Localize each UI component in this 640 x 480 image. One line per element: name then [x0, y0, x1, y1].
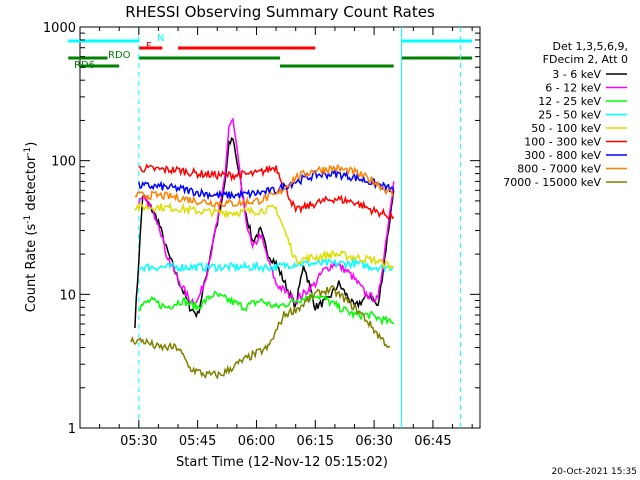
x-tick-label: 06:00 [238, 434, 275, 449]
series-line [138, 117, 395, 306]
chart-title: RHESSI Observing Summary Count Rates [125, 3, 435, 21]
series-group [130, 117, 395, 380]
legend-entry-label: 3 - 6 keV [552, 68, 601, 81]
y-tick-label: 1000 [43, 21, 76, 36]
x-tick-label: 06:45 [414, 434, 451, 449]
flag-bar-label: RDO [108, 50, 131, 61]
legend-entry-label: 6 - 12 keV [545, 82, 601, 95]
series-line [138, 290, 395, 327]
legend-header: Det 1,3,5,6,9, [552, 40, 628, 53]
legend-entry-label: 800 - 7000 keV [517, 163, 601, 176]
flag-bar-label: F [146, 41, 152, 52]
legend-entry-label: 7000 - 15000 keV [503, 176, 601, 189]
y-tick-label: 100 [51, 155, 76, 170]
legend-entry-label: 50 - 100 keV [531, 122, 601, 135]
y-axis-label-sup: -1 [23, 147, 33, 156]
x-tick-label: 06:15 [297, 434, 334, 449]
series-line [130, 284, 391, 380]
plot-frame [79, 26, 481, 429]
legend-entry-label: 100 - 300 keV [524, 136, 601, 149]
y-axis-label-mid: detector [24, 155, 39, 215]
legend-entry-label: 300 - 800 keV [524, 149, 601, 162]
y-axis-label: Count Rate (s-1 detector-1) [23, 142, 39, 313]
legend-header: FDecim 2, Att 0 [543, 53, 628, 66]
legend-entry-label: 12 - 25 keV [538, 95, 601, 108]
x-tick-label: 05:30 [120, 434, 157, 449]
x-tick-label: 06:30 [355, 434, 392, 449]
y-tick-label: 10 [59, 288, 76, 303]
footer-date: 20-Oct-2021 15:35 [552, 467, 637, 477]
series-line [138, 163, 395, 220]
series-line [134, 164, 394, 209]
y-axis-label-main: Count Rate (s [24, 224, 39, 313]
y-axis-label-sup: -1 [23, 215, 33, 224]
series-line [134, 136, 395, 329]
legend: Det 1,3,5,6,9,FDecim 2, Att 0 3 - 6 keV6 … [503, 40, 628, 189]
series-line [134, 201, 394, 271]
x-tick-label: 05:45 [179, 434, 216, 449]
x-axis-label: Start Time (12-Nov-12 05:15:02) [176, 455, 388, 470]
plot-area [79, 26, 481, 429]
series-line [138, 257, 395, 274]
x-axis: 05:30 05:45 06:00 06:15 06:30 06:45 [99, 27, 473, 449]
series-line [138, 168, 395, 201]
flag-bar-label: N [157, 33, 164, 44]
legend-entry-label: 25 - 50 keV [538, 109, 601, 122]
y-axis-label-end: ) [24, 142, 39, 147]
event-lines [138, 27, 461, 428]
flag-bars: NF RDO RD6 [68, 33, 473, 71]
flag-bar-label: RD6 [74, 60, 95, 71]
y-axis: 1 10 100 1000 [43, 21, 480, 437]
y-tick-label: 1 [68, 422, 76, 437]
